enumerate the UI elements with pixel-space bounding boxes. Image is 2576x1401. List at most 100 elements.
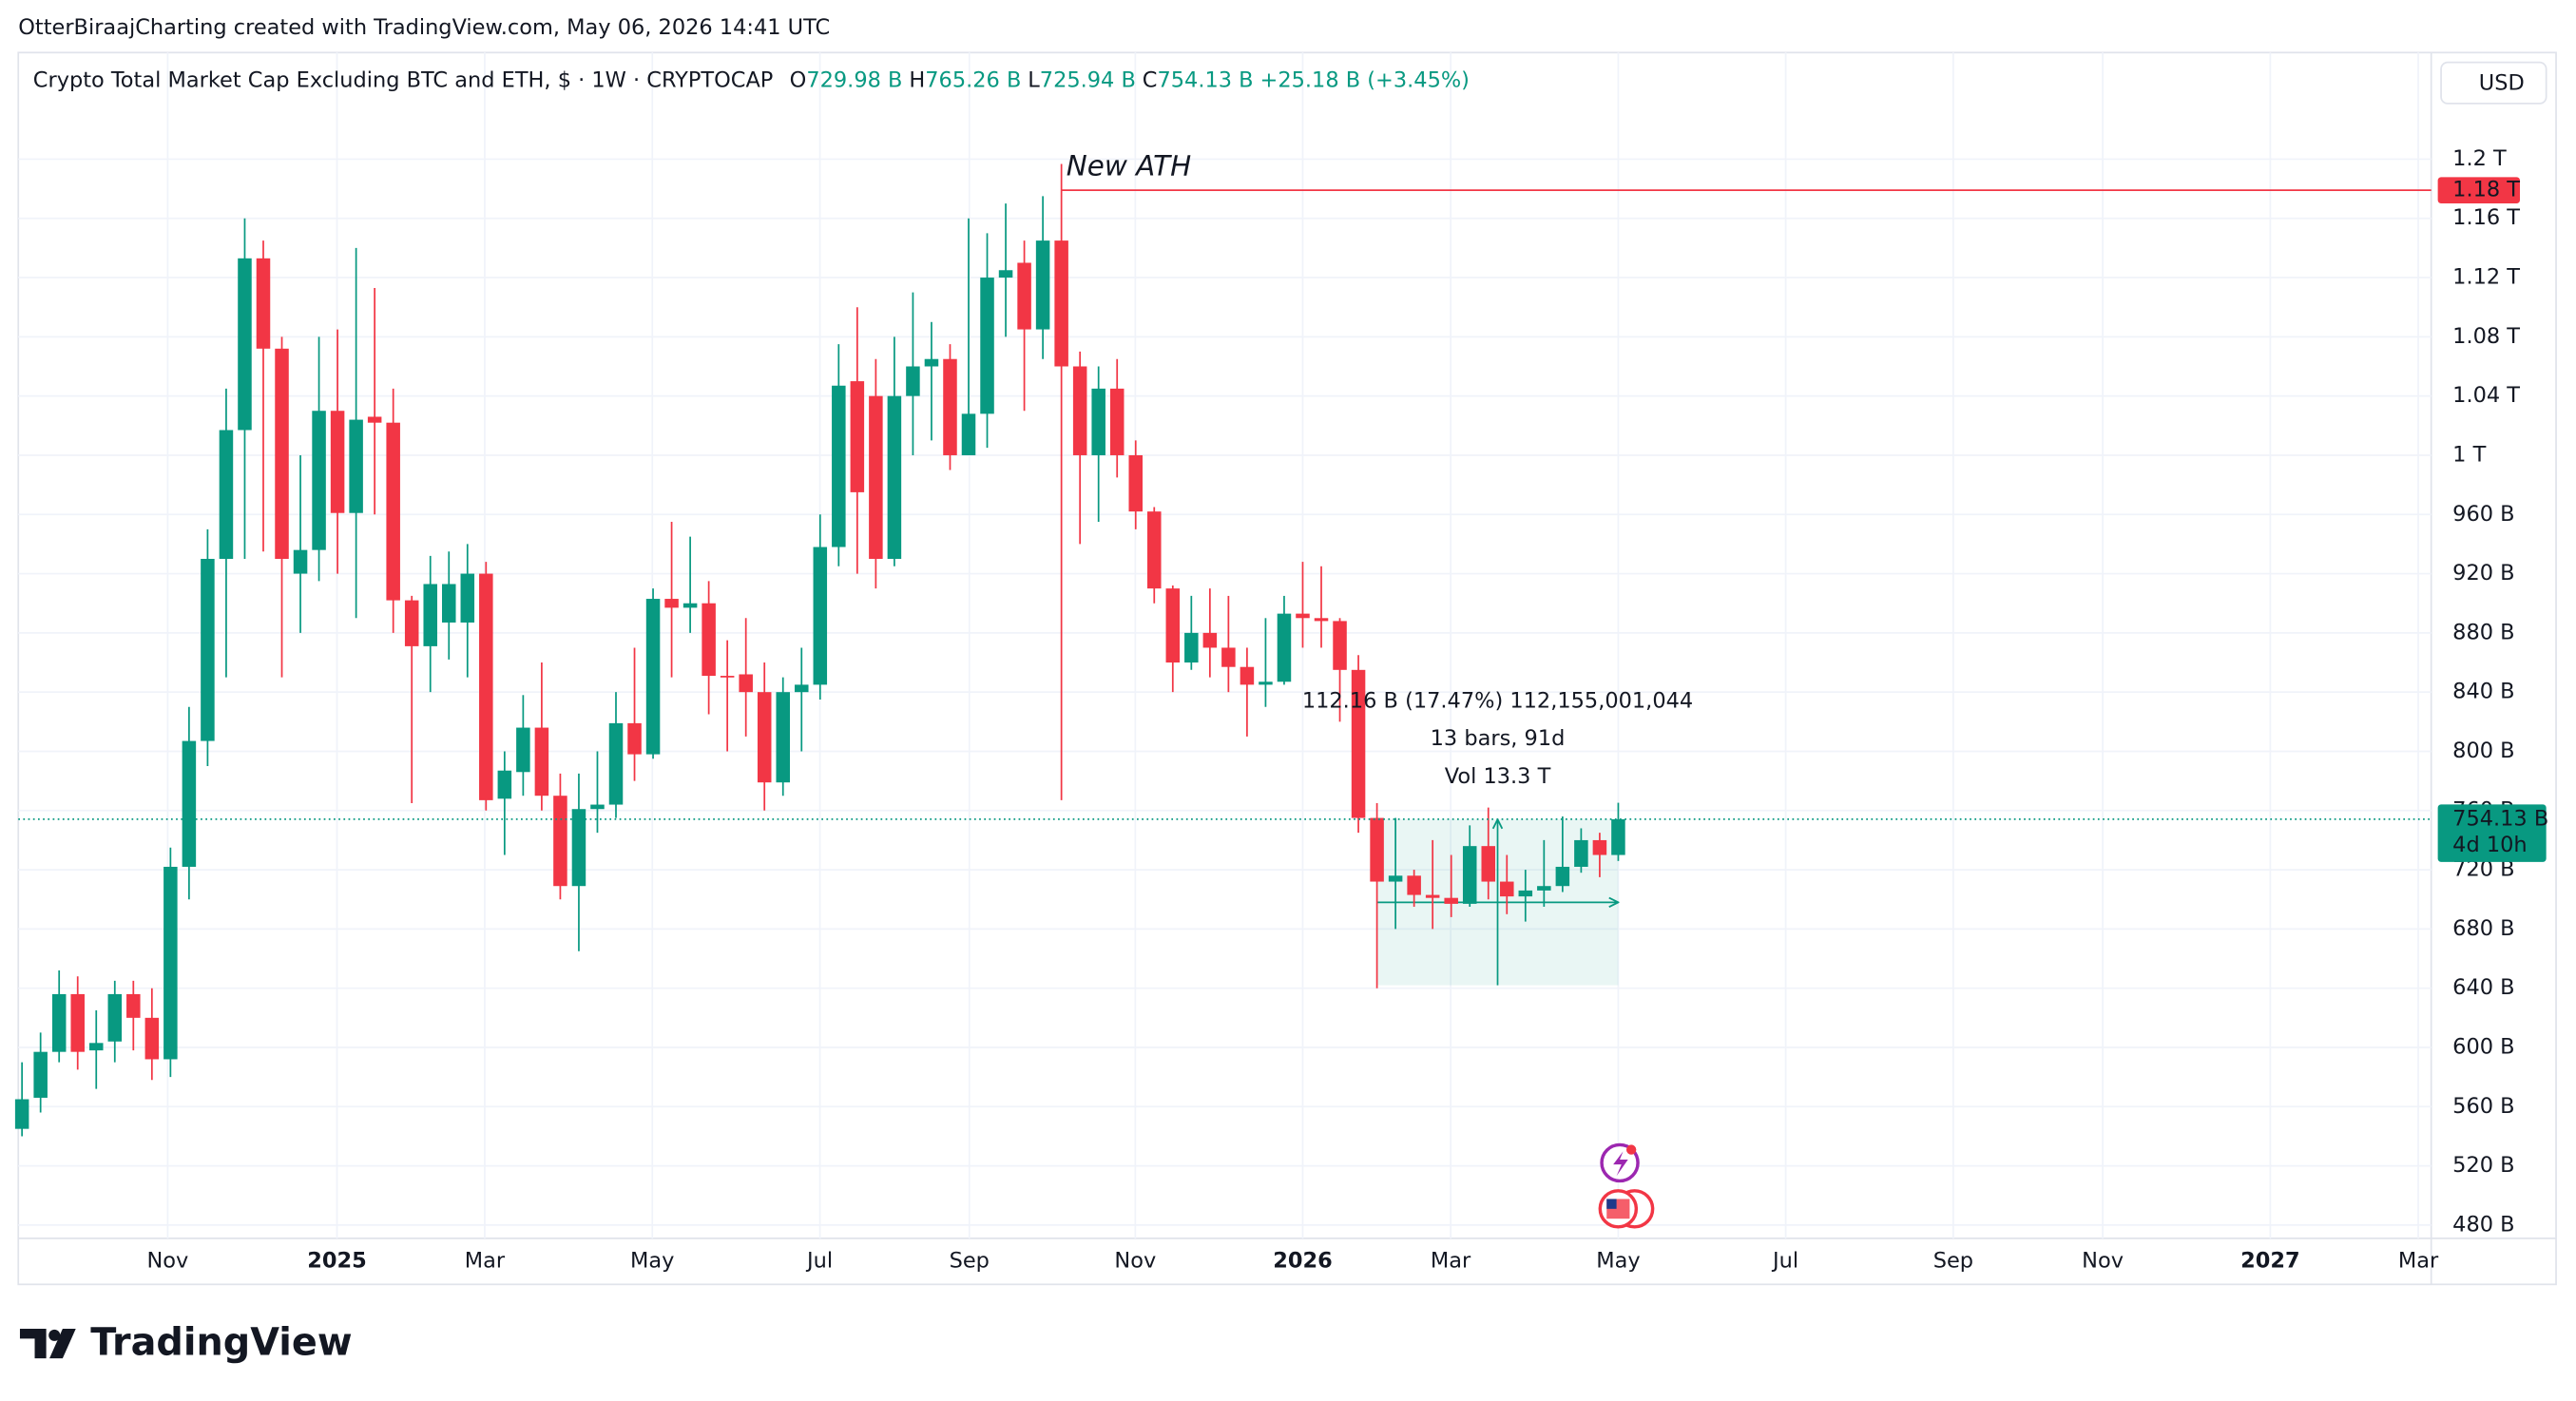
x-tick-label: May [1596,1249,1640,1274]
countdown: 4d 10h [2452,833,2527,857]
candle-body [832,385,846,547]
candle-body [1444,897,1458,904]
candle-body [1259,681,1273,685]
currency[interactable]: USD [2479,71,2525,96]
candle-body [702,603,716,677]
candle-body [1091,388,1105,455]
ath-annotation: New ATH [1067,149,1191,182]
candle-body [497,770,512,799]
logo: TradingView [19,1321,353,1365]
y-tick-label: 880 B [2452,620,2514,644]
dot [1625,1144,1637,1155]
y-tick-label: 520 B [2452,1153,2514,1178]
candle-body [1035,240,1050,330]
x-tick-label: Sep [950,1249,990,1274]
lightning [1613,1151,1628,1177]
y-tick-label: 1 T [2452,442,2486,467]
ohlc-value: 729.98 B [806,67,902,92]
attribution: OtterBiraajCharting created with Trading… [18,15,830,40]
candle-body [293,549,308,574]
candle-body [404,600,419,646]
candle-body [1351,669,1366,818]
candle-body [943,358,957,455]
candle-body [590,804,605,810]
candle-body [182,740,197,867]
candle-body [88,1043,104,1051]
candle-body [776,692,790,783]
candle-body [980,278,994,414]
currency-button[interactable] [2440,61,2547,105]
ath-price-label: 1.18 T [2452,178,2520,202]
ohlc-value: 725.94 B [1040,67,1136,92]
measure-text: 13 bars, 91d [1431,726,1566,751]
candle-body [275,348,289,559]
candle-body [1388,875,1403,882]
candle-body [163,866,178,1060]
candle-body [627,722,642,755]
candle-body [1128,454,1144,512]
candle-body [1592,839,1607,855]
candle-body [51,993,67,1052]
candle-body [367,416,382,423]
candle-body [813,547,828,685]
candle-body [1240,666,1255,685]
y-tick-label: 1.2 T [2452,146,2507,171]
x-tick-label: 2026 [1273,1249,1332,1274]
candle-body [1109,388,1125,455]
candle-body [1574,839,1588,867]
candle-body [645,599,661,755]
flag-canton [1606,1199,1617,1209]
grid [18,52,2432,1238]
y-tick-label: 480 B [2452,1212,2514,1237]
candle-body [330,411,345,513]
y-tick-label: 560 B [2452,1094,2514,1119]
ohlc-letter: H [909,67,925,92]
candle-body [1221,647,1236,667]
candle-body [571,809,586,887]
watermark: TradingView [90,1321,352,1365]
candle-body [1147,511,1162,589]
candle-body [1333,621,1347,670]
candle-body [1425,894,1440,898]
logo-mark [49,1328,76,1359]
candle-body [1277,613,1292,682]
candle-body [126,993,141,1018]
candle-body [107,993,123,1042]
candle-body [1500,881,1514,897]
candle-body [887,395,902,559]
change: +25.18 B (+3.45%) [1260,67,1470,92]
candle-body [1407,875,1421,895]
candle-body [516,727,530,773]
candle-body [460,573,475,623]
ohlc-value: 765.26 B [925,67,1021,92]
candle-body [553,796,567,887]
ohlc-letter: L [1028,67,1040,92]
y-tick-label: 1.12 T [2452,265,2520,290]
ohlc-value: 754.13 B [1157,67,1253,92]
candle-body [1017,262,1031,330]
x-tick-label: Mar [465,1249,506,1274]
x-tick-label: Sep [1933,1249,1973,1274]
candle-body [795,684,809,693]
x-tick-label: Nov [147,1249,189,1274]
candle-body [238,258,252,431]
candle-body [386,422,400,601]
candle-body [312,411,326,550]
y-tick-label: 960 B [2452,502,2514,527]
candle-body [1537,886,1551,891]
candle-body [219,430,234,559]
y-tick-label: 800 B [2452,739,2514,763]
y-tick-label: 640 B [2452,975,2514,1000]
candle-body [682,603,698,608]
candle-body [1165,588,1181,663]
chart-frame [17,51,2557,1286]
y-tick-label: 600 B [2452,1034,2514,1059]
logo-dot [48,1329,61,1341]
last-price-label-bg [2437,804,2547,862]
candle-body [423,584,437,646]
ohlc-letter: O [790,67,807,92]
y-tick-label: 680 B [2452,916,2514,941]
candle-body [442,584,456,623]
candle-body [739,674,753,693]
